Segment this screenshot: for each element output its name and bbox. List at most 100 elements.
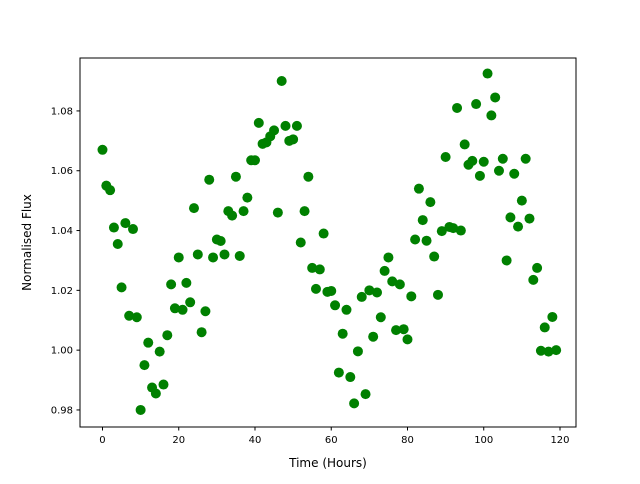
- data-point: [230, 171, 241, 182]
- data-point: [330, 300, 341, 311]
- axes-frame: [79, 57, 577, 428]
- data-point: [493, 165, 504, 176]
- data-point: [204, 174, 215, 185]
- data-point: [352, 346, 363, 357]
- data-point: [276, 76, 287, 87]
- data-point: [459, 139, 470, 150]
- data-point: [154, 346, 165, 357]
- data-point: [474, 170, 485, 181]
- data-point: [124, 310, 135, 321]
- data-point: [455, 225, 466, 236]
- data-point: [490, 92, 501, 103]
- data-point: [520, 153, 531, 164]
- data-point: [196, 327, 207, 338]
- data-point: [158, 379, 169, 390]
- data-point: [131, 312, 142, 323]
- data-point: [310, 283, 321, 294]
- data-point: [333, 367, 344, 378]
- data-point: [208, 252, 219, 263]
- data-point: [509, 168, 520, 179]
- data-point: [299, 206, 310, 217]
- y-tick-label: 1.08: [51, 106, 73, 117]
- x-tick-label: 100: [474, 435, 493, 446]
- data-point: [169, 303, 180, 314]
- data-point: [379, 265, 390, 276]
- data-point: [360, 389, 371, 400]
- data-point: [532, 262, 543, 273]
- x-tick-label: 0: [99, 435, 105, 446]
- data-point: [543, 346, 554, 357]
- y-tick-label: 0.98: [51, 405, 73, 416]
- data-point: [219, 249, 230, 260]
- data-point: [200, 306, 211, 317]
- data-point: [432, 289, 443, 300]
- data-point: [421, 235, 432, 246]
- data-point: [413, 183, 424, 194]
- data-point: [295, 237, 306, 248]
- x-axis-label: Time (Hours): [288, 456, 367, 470]
- data-point: [535, 345, 546, 356]
- data-point: [116, 282, 127, 293]
- data-point: [387, 276, 398, 287]
- data-point: [516, 195, 527, 206]
- data-point: [368, 331, 379, 342]
- data-point: [181, 277, 192, 288]
- y-tick-label: 1.04: [51, 226, 73, 237]
- x-tick-label: 120: [550, 435, 569, 446]
- data-point: [135, 404, 146, 415]
- data-point: [127, 224, 138, 235]
- data-point: [227, 210, 238, 221]
- data-point: [440, 151, 451, 162]
- data-point: [406, 291, 417, 302]
- data-point: [337, 328, 348, 339]
- data-point: [402, 334, 413, 345]
- data-point: [112, 238, 123, 249]
- data-point: [314, 264, 325, 275]
- data-point: [105, 185, 116, 196]
- data-point: [291, 120, 302, 131]
- data-point: [371, 287, 382, 298]
- data-point: [341, 304, 352, 315]
- data-point: [326, 285, 337, 296]
- data-point: [143, 337, 154, 348]
- data-point: [150, 388, 161, 399]
- data-point: [391, 325, 402, 336]
- data-point: [234, 250, 245, 261]
- data-point: [448, 223, 459, 234]
- data-point: [242, 192, 253, 203]
- data-points: [97, 68, 562, 415]
- data-point: [497, 153, 508, 164]
- data-point: [486, 110, 497, 121]
- data-point: [139, 360, 150, 371]
- data-point: [436, 226, 447, 237]
- data-point: [467, 155, 478, 166]
- data-point: [513, 221, 524, 232]
- data-point: [364, 285, 375, 296]
- data-point: [349, 398, 360, 409]
- data-point: [551, 345, 562, 356]
- data-point: [272, 207, 283, 218]
- data-point: [505, 212, 516, 223]
- data-point: [398, 324, 409, 335]
- y-tick-label: 1.00: [51, 346, 73, 357]
- data-point: [539, 322, 550, 333]
- data-point: [166, 279, 177, 290]
- x-tick-label: 80: [401, 435, 414, 446]
- data-point: [383, 252, 394, 263]
- data-point: [162, 330, 173, 341]
- y-axis-ticks: 0.98 1.00 1.02 1.04 1.06 1.08: [51, 106, 80, 416]
- data-point: [528, 274, 539, 285]
- data-point: [425, 197, 436, 208]
- y-tick-label: 1.02: [51, 286, 73, 297]
- data-point: [547, 311, 558, 322]
- data-point: [417, 215, 428, 226]
- data-point: [108, 222, 119, 233]
- y-axis-label: Normalised Flux: [20, 194, 34, 291]
- x-tick-label: 40: [249, 435, 262, 446]
- data-point: [177, 304, 188, 315]
- data-point: [253, 117, 264, 128]
- y-tick-label: 1.06: [51, 166, 73, 177]
- data-point: [288, 134, 299, 145]
- data-point: [410, 234, 421, 245]
